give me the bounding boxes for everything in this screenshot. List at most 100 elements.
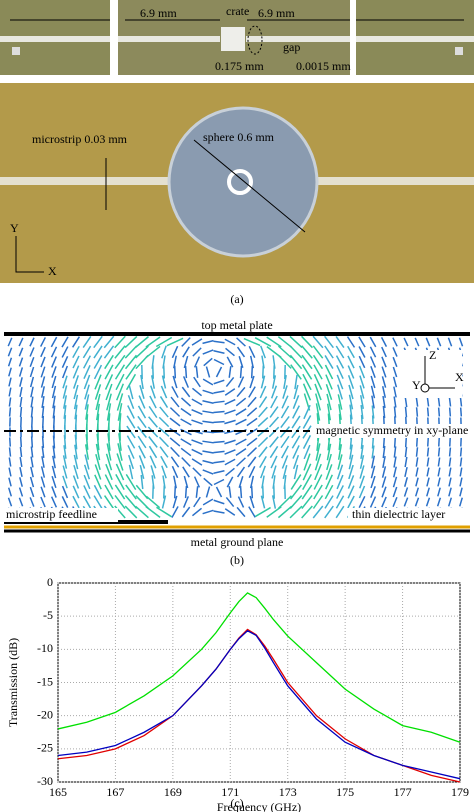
field-arrow — [393, 466, 397, 478]
field-arrow — [72, 475, 80, 489]
field-arrow — [127, 454, 135, 470]
field-arrow — [72, 355, 80, 369]
field-arrow — [302, 435, 312, 449]
field-arrow — [260, 465, 266, 479]
field-arrow — [302, 463, 312, 481]
field-arrow — [41, 396, 45, 408]
field-arrow — [29, 486, 35, 498]
field-arrow — [314, 463, 322, 481]
field-arrow — [258, 396, 268, 408]
field-arrow — [248, 466, 256, 478]
field-arrow — [73, 394, 79, 410]
field-arrow — [259, 385, 267, 399]
field-arrow — [181, 457, 191, 467]
field-arrow — [150, 375, 156, 389]
field-arrow — [30, 436, 34, 448]
field-arrow — [246, 447, 258, 457]
label: 6.9 mm — [140, 6, 177, 20]
field-arrow — [139, 464, 145, 480]
field-arrow — [170, 456, 180, 468]
field-arrow — [290, 474, 302, 490]
field-arrow — [458, 337, 464, 347]
field-arrow — [282, 465, 288, 479]
field-arrow — [85, 434, 89, 450]
field-arrow — [314, 453, 322, 471]
field-arrow — [268, 416, 280, 428]
field-arrow — [236, 346, 246, 358]
field-arrow — [41, 435, 45, 449]
field-arrow — [437, 477, 441, 487]
field-arrow — [135, 505, 149, 519]
field-arrow — [61, 346, 69, 358]
field-arrow — [74, 444, 78, 460]
field-arrow — [437, 447, 441, 457]
axes-icon — [420, 383, 430, 393]
field-arrow — [156, 506, 172, 518]
field-arrow — [246, 407, 258, 417]
field-arrow — [381, 466, 387, 478]
field-arrow — [225, 376, 235, 388]
field-arrow — [392, 476, 398, 488]
field-arrow — [335, 355, 345, 369]
field-arrow — [171, 345, 179, 359]
field-arrow — [459, 407, 463, 417]
field-arrow — [50, 336, 58, 348]
field-arrow — [74, 404, 78, 420]
field-arrow — [271, 375, 277, 389]
field-arrow — [162, 485, 166, 499]
field-arrow — [117, 443, 123, 461]
field-arrow — [51, 366, 57, 378]
field-arrow — [83, 374, 91, 390]
field-arrow — [127, 445, 135, 459]
field-arrow — [29, 476, 35, 488]
field-arrow — [259, 455, 267, 469]
field-arrow — [51, 375, 57, 389]
field-arrow — [347, 375, 355, 389]
microstrip — [246, 36, 350, 42]
field-arrow — [72, 345, 80, 359]
field-arrow — [172, 375, 178, 389]
field-arrow — [180, 407, 192, 417]
field-arrow — [338, 404, 342, 420]
field-arrow — [249, 375, 255, 389]
field-arrow — [213, 340, 225, 344]
label: crate — [226, 4, 249, 18]
field-arrow — [215, 486, 223, 498]
field-arrow — [115, 463, 125, 481]
field-arrow — [173, 365, 177, 379]
field-arrow — [326, 443, 332, 461]
field-arrow — [313, 374, 323, 390]
field-arrow — [381, 356, 387, 368]
field-arrow — [403, 477, 409, 487]
field-arrow — [303, 404, 311, 420]
field-arrow — [193, 376, 201, 388]
field-arrow — [180, 438, 192, 446]
field-arrow — [180, 397, 192, 407]
field-arrow — [277, 345, 293, 359]
field-arrow — [62, 465, 68, 479]
field-arrow — [260, 345, 266, 359]
field-arrow — [213, 420, 225, 424]
field-arrow — [425, 497, 431, 507]
field-arrow — [19, 406, 23, 418]
field-arrow — [52, 405, 56, 419]
field-arrow — [301, 484, 313, 500]
sphere — [167, 106, 319, 258]
field-arrow — [169, 407, 181, 417]
label: magnetic symmetry in xy-plane — [316, 423, 468, 437]
field-arrow — [30, 406, 34, 418]
field-arrow — [247, 396, 257, 408]
field-arrow — [369, 356, 377, 368]
field-arrow — [224, 388, 236, 396]
field-arrow — [290, 364, 302, 380]
field-arrow — [236, 386, 246, 398]
field-arrow — [414, 487, 420, 497]
field-arrow — [160, 455, 168, 469]
field-arrow — [325, 374, 333, 390]
field-arrow — [202, 420, 214, 424]
field-arrow — [41, 405, 45, 419]
field-arrow — [289, 484, 303, 500]
field-arrow — [40, 476, 46, 488]
field-arrow — [415, 477, 419, 487]
